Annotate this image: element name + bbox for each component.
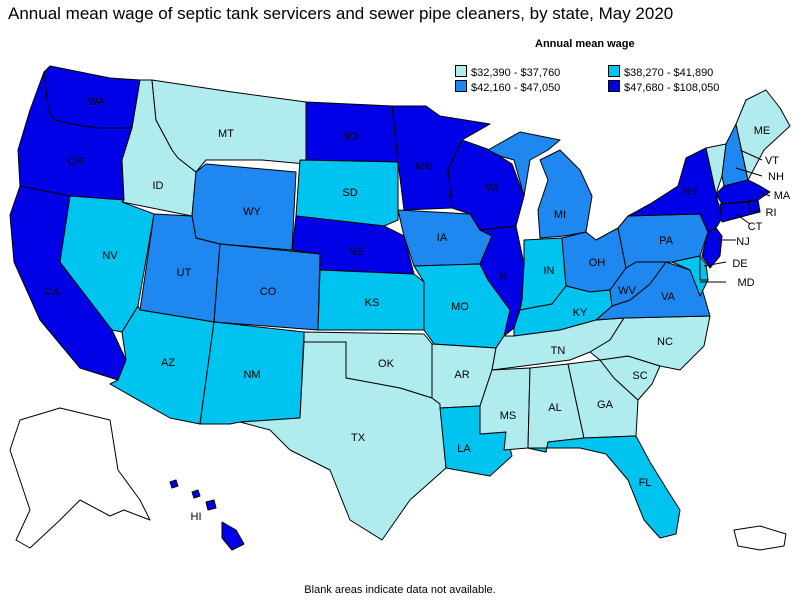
state-HI	[169, 479, 245, 551]
label-SC: SC	[632, 370, 647, 382]
label-KS: KS	[365, 297, 380, 309]
label-AL: AL	[548, 402, 561, 414]
state-MIL	[537, 149, 593, 239]
label-AR: AR	[454, 369, 469, 381]
legend-label-2: $38,270 - $41,890	[624, 67, 714, 79]
legend: Annual mean wage $32,390 - $37,760 $38,2…	[455, 38, 719, 98]
state-SD	[295, 159, 399, 227]
label-WV: WV	[618, 285, 636, 297]
state-MI	[487, 131, 561, 197]
label-SD: SD	[342, 187, 357, 199]
label-NV: NV	[102, 250, 118, 262]
label-MI: MI	[554, 209, 566, 221]
legend-swatch-3	[455, 80, 467, 92]
state-MD	[671, 255, 709, 297]
state-MT	[151, 79, 307, 173]
state-PR	[733, 525, 787, 551]
label-MA: MA	[774, 190, 791, 202]
state-ME	[735, 89, 791, 181]
label-MN: MN	[415, 161, 432, 173]
legend-item-1: $32,390 - $37,760	[455, 65, 560, 79]
label-ND: ND	[342, 131, 358, 143]
legend-swatch-2	[608, 65, 620, 77]
label-OK: OK	[378, 358, 395, 370]
label-WY: WY	[243, 206, 261, 218]
label-NY: NY	[682, 186, 698, 198]
legend-item-2: $38,270 - $41,890	[608, 65, 713, 79]
label-HI: HI	[191, 511, 202, 523]
label-MS: MS	[500, 410, 517, 422]
label-VT: VT	[765, 155, 779, 167]
label-OR: OR	[68, 156, 85, 168]
label-AZ: AZ	[161, 357, 175, 369]
label-MT: MT	[218, 128, 234, 140]
label-FL: FL	[639, 477, 652, 489]
legend-swatch-1	[455, 65, 467, 77]
map-title: Annual mean wage of septic tank servicer…	[8, 4, 674, 23]
label-IN: IN	[544, 265, 555, 277]
legend-title: Annual mean wage	[535, 38, 635, 50]
footnote: Blank areas indicate data not available.	[304, 584, 496, 596]
label-VA: VA	[661, 291, 676, 303]
label-MD: MD	[737, 277, 754, 289]
state-TX	[239, 341, 447, 541]
label-PA: PA	[659, 235, 674, 247]
label-NH: NH	[768, 171, 784, 183]
label-NM: NM	[243, 369, 260, 381]
label-LA: LA	[457, 443, 471, 455]
label-MO: MO	[451, 301, 469, 313]
label-NJ: NJ	[736, 236, 749, 248]
label-GA: GA	[597, 399, 614, 411]
label-WA: WA	[87, 96, 105, 108]
state-AK	[9, 407, 151, 549]
label-NE: NE	[348, 246, 363, 258]
state-NJ	[701, 227, 723, 269]
legend-label-4: $47,680 - $108,050	[624, 82, 720, 94]
legend-swatch-4	[608, 80, 620, 92]
label-OH: OH	[589, 257, 606, 269]
state-CT	[719, 201, 753, 223]
label-CT: CT	[748, 221, 763, 233]
label-ID: ID	[153, 180, 164, 192]
legend-item-4: $47,680 - $108,050	[608, 80, 719, 94]
leader-lines	[700, 149, 771, 283]
label-KY: KY	[573, 307, 588, 319]
label-WI: WI	[485, 182, 498, 194]
legend-item-3: $42,160 - $47,050	[455, 80, 560, 94]
label-IA: IA	[437, 232, 448, 244]
state-FL	[527, 435, 681, 539]
label-NC: NC	[657, 336, 673, 348]
label-CA: CA	[44, 286, 60, 298]
label-TN: TN	[551, 345, 566, 357]
label-ME: ME	[754, 125, 771, 137]
label-RI: RI	[766, 207, 777, 219]
label-IL: IL	[499, 270, 508, 282]
label-UT: UT	[177, 267, 192, 279]
label-CO: CO	[260, 286, 277, 298]
label-DE: DE	[732, 258, 747, 270]
label-TX: TX	[351, 432, 366, 444]
legend-label-1: $32,390 - $37,760	[471, 67, 561, 79]
legend-label-3: $42,160 - $47,050	[471, 82, 561, 94]
